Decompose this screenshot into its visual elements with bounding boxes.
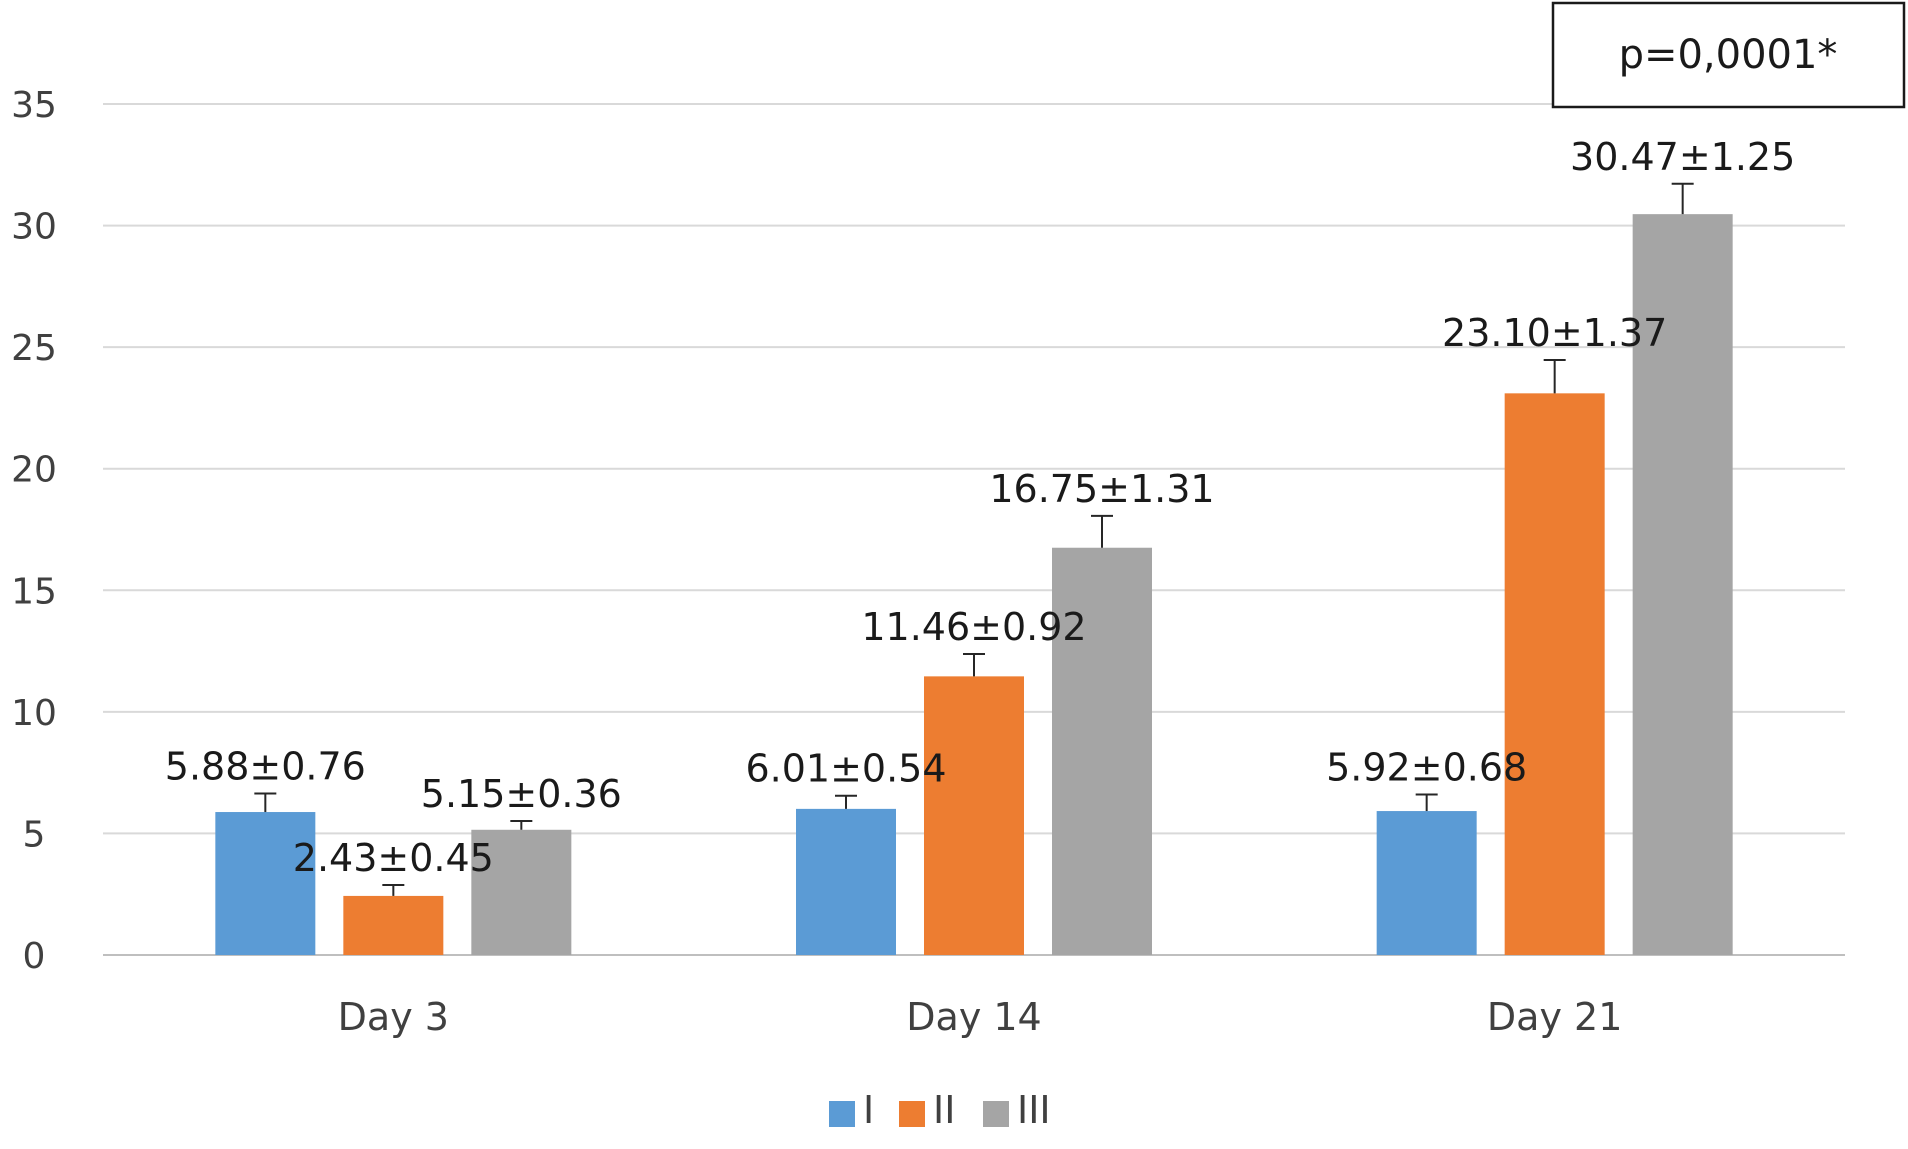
y-tick-label: 15: [11, 571, 57, 612]
data-label: 2.43±0.45: [293, 836, 494, 880]
legend: I II III: [829, 1088, 1051, 1132]
y-tick-label: 20: [11, 450, 57, 491]
legend-label: II: [933, 1088, 955, 1132]
data-labels: 5.88±0.76 2.43±0.45 5.15±0.36 6.01±0.54 11.4…: [165, 135, 1795, 880]
bar-III-day-14: [1052, 547, 1152, 955]
bars: [215, 214, 1733, 956]
y-tick-label: 25: [11, 328, 57, 369]
bar-III-day-21: [1632, 214, 1733, 956]
x-axis: Day 3 Day 14 Day 21: [338, 995, 1623, 1039]
bar-I-day-14: [796, 808, 896, 955]
data-label: 5.15±0.36: [421, 772, 622, 816]
data-label: 23.10±1.37: [1442, 311, 1667, 355]
y-tick-label: 10: [11, 693, 57, 734]
data-label: 6.01±0.54: [745, 747, 946, 791]
x-tick-label: Day 21: [1487, 995, 1622, 1039]
p-value-box-frame: [1551, 1, 1906, 109]
legend-label: III: [1017, 1088, 1051, 1132]
data-label: 5.88±0.76: [165, 745, 366, 789]
legend-label: I: [863, 1088, 874, 1132]
y-tick-label: 35: [11, 85, 57, 126]
y-axis: 0 5 10 15 20 25 30 35: [11, 85, 57, 977]
bar-I-day-3: [215, 812, 316, 955]
legend-swatch-II: [899, 1101, 925, 1127]
data-label: 16.75±1.31: [989, 467, 1214, 511]
y-tick-label: 0: [23, 936, 46, 977]
x-tick-label: Day 3: [338, 995, 449, 1039]
y-tick-label: 5: [23, 814, 46, 855]
error-bars: [254, 182, 1694, 896]
legend-swatch-III: [983, 1101, 1009, 1127]
data-label: 30.47±1.25: [1570, 135, 1795, 179]
bar-II-day-14: [924, 676, 1024, 955]
y-tick-label: 30: [11, 207, 57, 248]
data-label: 11.46±0.92: [861, 605, 1086, 649]
bar-III-day-3: [471, 829, 572, 955]
bar-II-day-21: [1504, 393, 1605, 956]
data-label: 5.92±0.68: [1326, 746, 1527, 790]
bar-II-day-3: [343, 895, 444, 955]
legend-swatch-I: [829, 1101, 855, 1127]
p-value-annotation: p=0,0001*: [1619, 32, 1838, 78]
p-value-box: p=0,0001*: [1551, 1, 1906, 109]
bar-I-day-21: [1376, 811, 1477, 955]
x-tick-label: Day 14: [906, 995, 1041, 1039]
